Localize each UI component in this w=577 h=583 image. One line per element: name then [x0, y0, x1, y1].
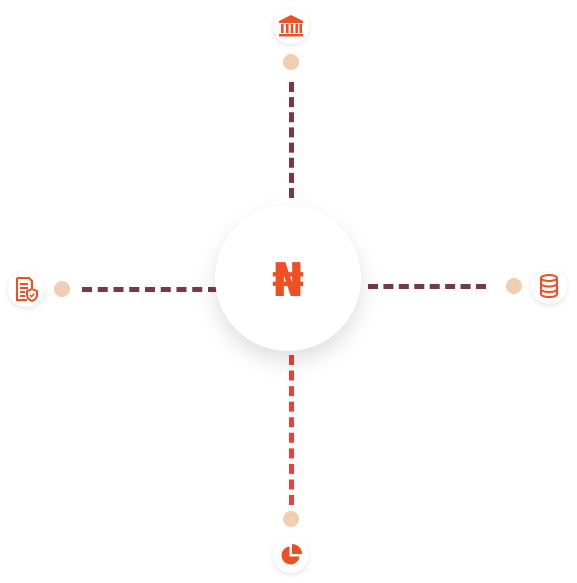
connector-dot-bottom: [283, 511, 299, 527]
connector-dot-right: [506, 278, 522, 294]
bank-building-icon: [279, 15, 303, 37]
node-pie-chart: [273, 537, 309, 573]
node-secure-document: [8, 271, 44, 307]
node-bank: [273, 8, 309, 44]
connector-dot-top: [283, 54, 299, 70]
connector-right: [368, 284, 486, 289]
connector-bottom: [289, 355, 294, 505]
database-icon: [540, 274, 558, 299]
pie-chart-icon: [281, 544, 302, 565]
connector-dot-left: [54, 281, 70, 297]
hub-circle: ₦: [215, 205, 361, 351]
secure-document-icon: [16, 277, 38, 302]
node-database: [531, 268, 567, 304]
naira-currency-icon: ₦: [271, 253, 304, 307]
connector-left: [82, 287, 218, 292]
connector-top: [289, 82, 294, 198]
